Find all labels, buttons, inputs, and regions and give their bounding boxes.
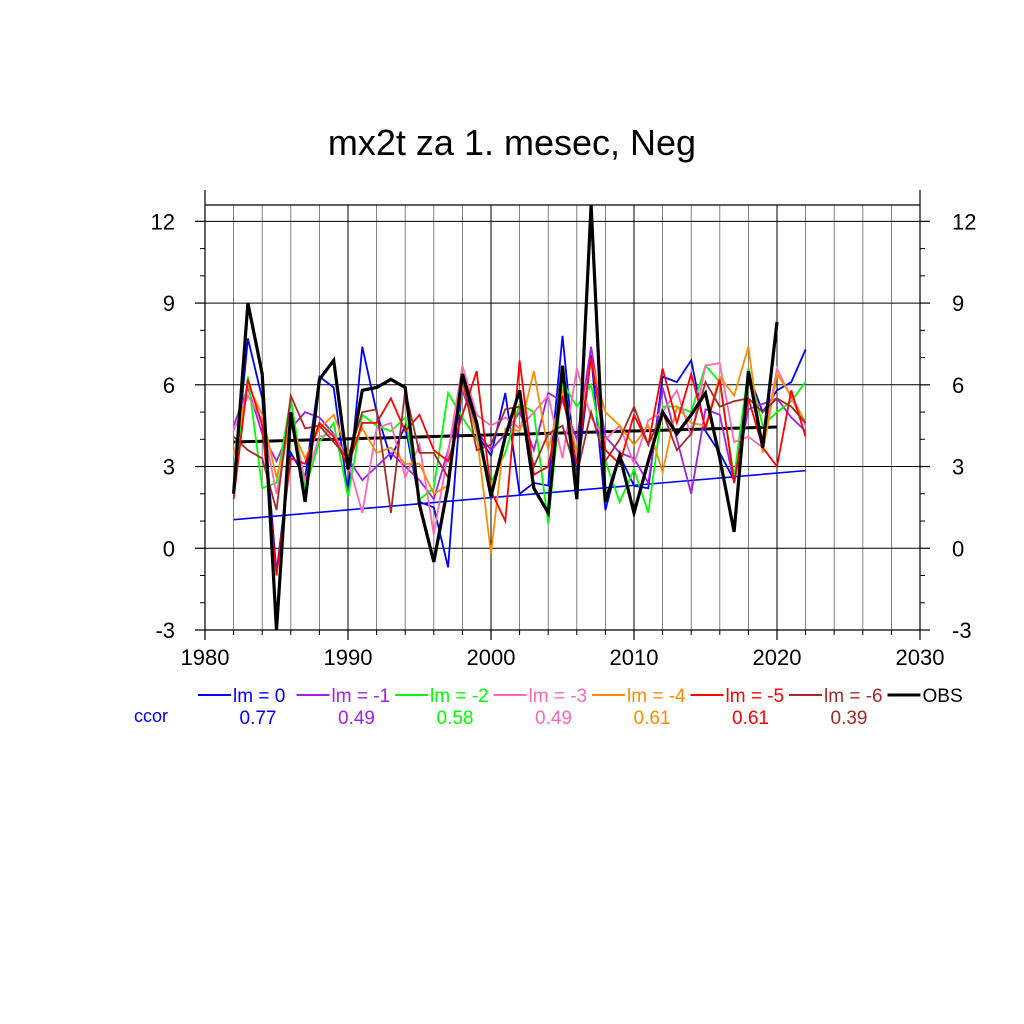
legend-label: lm = 0 (233, 686, 285, 707)
axes: -3 -3 0 0 3 3 6 6 9 9 12 12 1980 1990 2000 2010 2020 2030 (151, 190, 976, 670)
legend-ccor-value: 0.49 (338, 708, 375, 729)
y-tick-label-right: 9 (952, 291, 964, 316)
x-tick-label: 2030 (896, 645, 945, 670)
y-tick-label-right: 0 (952, 536, 964, 561)
legend-ccor-value: 0.77 (240, 708, 277, 729)
chart-title: mx2t za 1. mesec, Neg (327, 122, 697, 163)
y-tick-label: 0 (163, 536, 175, 561)
series-line-lm-2 (232, 363, 807, 524)
y-tick-label: 3 (163, 455, 175, 480)
y-tick-label: 6 (163, 373, 175, 398)
trend-line (233, 469, 806, 521)
y-tick-label: 9 (163, 291, 175, 316)
series-line-lm-0 (232, 335, 807, 573)
legend-ccor-label: ccor (134, 706, 168, 726)
series-line-obs (232, 204, 779, 631)
y-tick-label-right: -3 (952, 618, 972, 643)
x-tick-label: 2000 (467, 645, 516, 670)
y-tick-label: 12 (151, 209, 175, 234)
legend-label: lm = -3 (529, 686, 588, 707)
legend-label: lm = -4 (627, 686, 686, 707)
grid (205, 205, 920, 631)
legend-label: lm = -5 (726, 686, 785, 707)
x-tick-label: 2020 (753, 645, 802, 670)
y-tick-label-right: 6 (952, 373, 964, 398)
legend-label: lm = -2 (430, 686, 489, 707)
legend-ccor-value: 0.39 (831, 708, 868, 729)
y-tick-label-right: 12 (952, 209, 976, 234)
legend-ccor-value: 0.61 (634, 708, 671, 729)
legend-label: lm = -6 (824, 686, 883, 707)
x-tick-label: 2010 (610, 645, 659, 670)
legend-label: OBS (923, 686, 963, 707)
legend-ccor-value: 0.58 (437, 708, 474, 729)
y-tick-label: -3 (155, 618, 175, 643)
series-line-lm-6 (232, 376, 807, 514)
legend-label: lm = -1 (332, 686, 391, 707)
x-tick-label: 1990 (324, 645, 373, 670)
legend-ccor-value: 0.49 (535, 708, 572, 729)
legend-ccor-value: 0.61 (732, 708, 769, 729)
y-tick-label-right: 3 (952, 455, 964, 480)
series-lines (232, 204, 807, 631)
x-tick-label: 1980 (181, 645, 230, 670)
